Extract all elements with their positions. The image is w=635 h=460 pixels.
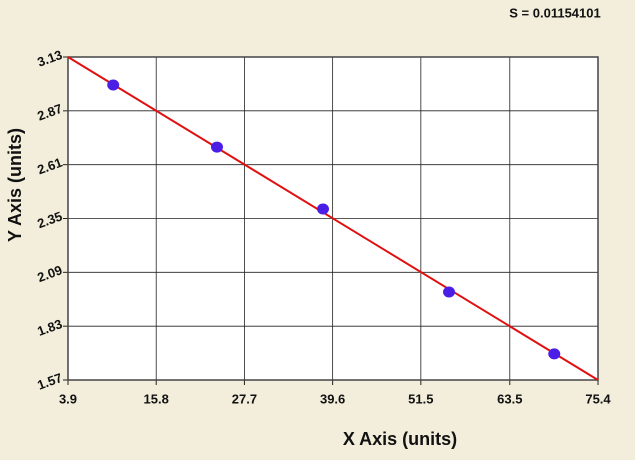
x-tick-label: 39.6 [320,391,345,406]
x-tick-label: 3.9 [59,391,77,406]
x-tick-label: 27.7 [232,391,257,406]
data-point [107,79,120,91]
y-axis-label: Y Axis (units) [5,128,25,242]
x-tick-label: 51.5 [408,391,433,406]
x-axis-label: X Axis (units) [343,429,457,449]
x-tick-label: 75.4 [585,391,611,406]
marks [67,56,599,381]
data-point [316,203,329,215]
x-tick-label: 63.5 [497,391,522,406]
plot-border [67,56,599,381]
data-point [210,141,223,153]
x-tick-label: 15.8 [144,391,169,406]
data-point [443,286,456,298]
fit-line [67,56,599,381]
annotation: S = 0.01154101 [509,5,600,20]
data-point [548,348,561,360]
